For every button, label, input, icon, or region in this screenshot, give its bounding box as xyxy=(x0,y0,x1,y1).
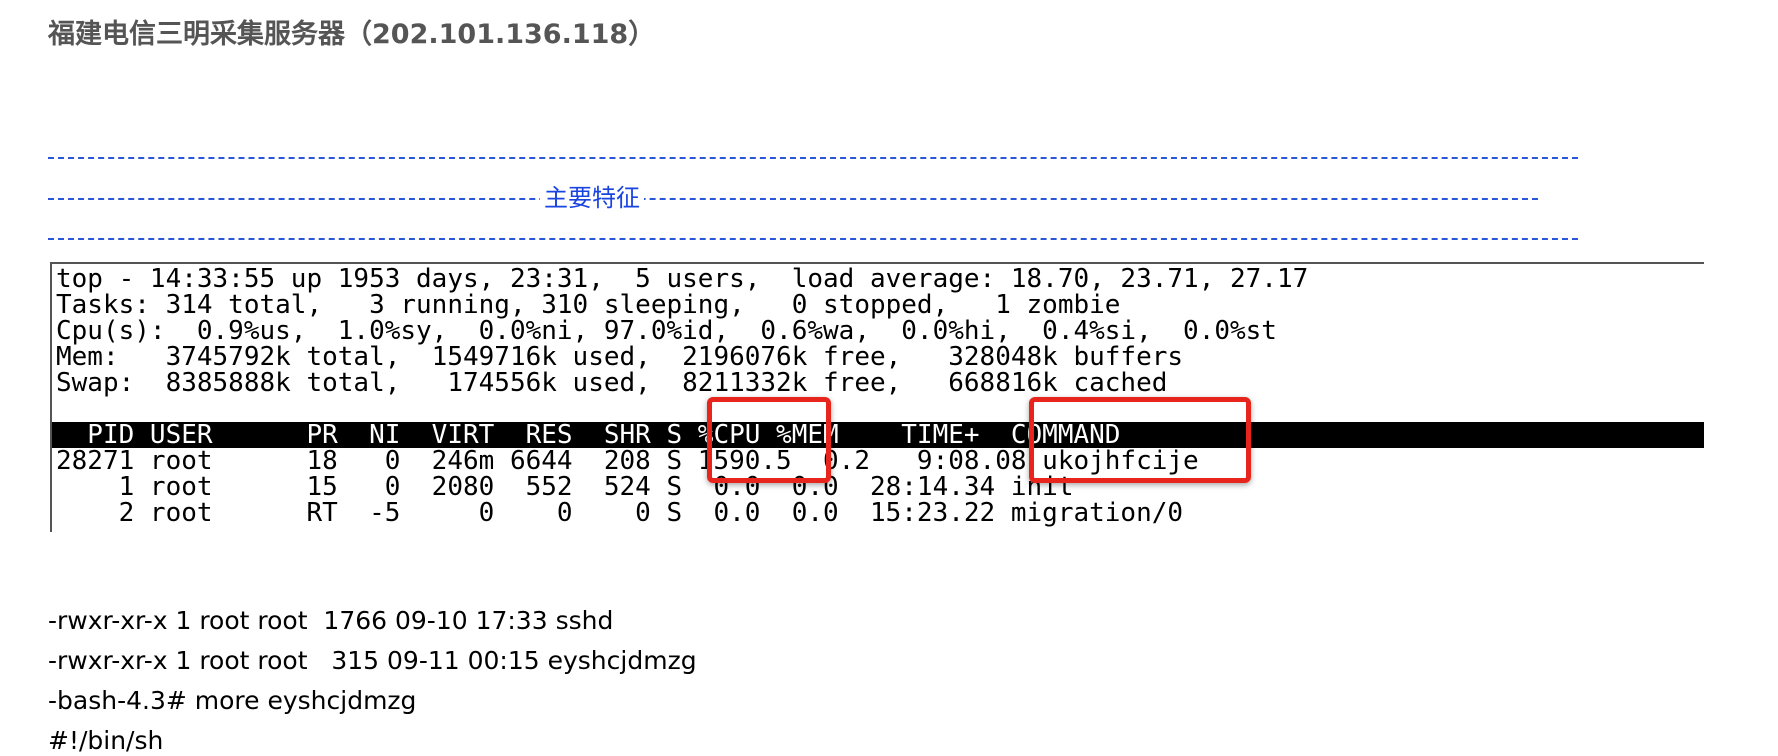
highlight-box xyxy=(1029,397,1251,483)
process-row: 1 root 15 0 2080 552 524 S 0.0 0.0 28:14… xyxy=(56,472,1074,502)
separator xyxy=(48,198,1538,200)
terminal-line: Swap: 8385888k total, 174556k used, 8211… xyxy=(56,368,1168,398)
process-row: 2 root RT -5 0 0 0 S 0.0 0.0 15:23.22 mi… xyxy=(56,498,1184,528)
page-title: 福建电信三明采集服务器（202.101.136.118） xyxy=(48,19,656,50)
terminal-line: Tasks: 314 total, 3 running, 310 sleepin… xyxy=(56,290,1121,320)
highlight-box xyxy=(707,397,831,483)
output-line: #!/bin/sh xyxy=(48,726,164,755)
terminal-line: Mem: 3745792k total, 1549716k used, 2196… xyxy=(56,342,1184,372)
terminal: top - 14:33:55 up 1953 days, 23:31, 5 us… xyxy=(50,262,1704,532)
process-row: 28271 root 18 0 246m 6644 208 S 1590.5 0… xyxy=(56,446,1199,476)
output-line: -rwxr-xr-x 1 root root 1766 09-10 17:33 … xyxy=(48,606,614,635)
output-line: -rwxr-xr-x 1 root root 315 09-11 00:15 e… xyxy=(48,646,697,675)
separator xyxy=(48,157,1578,159)
section-label: 主要特征 xyxy=(540,180,644,216)
terminal-line: top - 14:33:55 up 1953 days, 23:31, 5 us… xyxy=(56,264,1309,294)
output-line: -bash-4.3# more eyshcjdmzg xyxy=(48,686,417,715)
table-header: PID USER PR NI VIRT RES SHR S %CPU %MEM … xyxy=(52,422,1704,448)
terminal-line: Cpu(s): 0.9%us, 1.0%sy, 0.0%ni, 97.0%id,… xyxy=(56,316,1277,346)
separator xyxy=(48,238,1578,240)
blank xyxy=(52,396,1704,422)
